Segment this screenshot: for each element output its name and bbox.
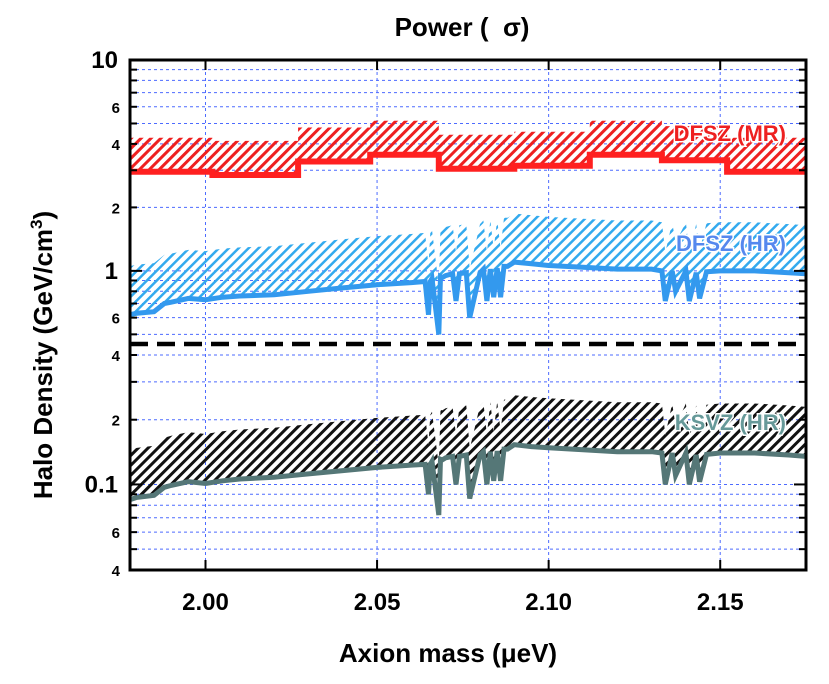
plot-area [128, 58, 808, 572]
y-axis-title-main: Halo Density (GeV/cm [28, 229, 58, 499]
y-tick-label: 2 [112, 200, 120, 217]
chart-title: Power ( σ) [395, 12, 530, 42]
y-axis-title-close: ) [28, 211, 58, 220]
series-label-dfsz-mr: DFSZ (MR) [674, 121, 786, 146]
axis-ticks [130, 59, 806, 571]
x-tick-label: 2.05 [354, 589, 401, 616]
y-tick-label: 4 [112, 348, 121, 365]
y-axis-title-superscript: 3 [27, 220, 46, 229]
x-tick-labels: 2.00 2.05 2.10 2.15 [182, 589, 743, 616]
y-axis-title: Halo Density (GeV/cm3) [27, 211, 58, 499]
x-tick-label: 2.15 [697, 589, 744, 616]
y-tick-label: 2 [112, 413, 120, 430]
plot-frame [128, 58, 808, 572]
series-label-ksvz-hr: KSVZ (HR) [675, 410, 786, 435]
series-labels: DFSZ (MR) DFSZ (HR) KSVZ (HR) [672, 120, 787, 437]
line-dfsz-mr [130, 151, 806, 178]
y-tick-label: 4 [112, 563, 121, 580]
y-tick-label: 4 [112, 137, 121, 154]
series-lines [130, 151, 806, 516]
y-tick-label: 0.1 [85, 471, 118, 498]
y-tick-label: 10 [91, 47, 118, 74]
y-tick-label: 6 [112, 100, 120, 117]
y-tick-label: 6 [112, 311, 120, 328]
series-label-dfsz-hr: DFSZ (HR) [676, 231, 786, 256]
y-tick-label: 6 [112, 525, 120, 542]
x-tick-label: 2.00 [182, 589, 229, 616]
y-tick-labels: 10 1 6 4 2 6 0.1 4 2 6 4 [85, 47, 121, 580]
line-dfsz-hr [130, 259, 806, 335]
x-axis-title: Axion mass (μeV) [339, 638, 557, 668]
y-tick-label: 1 [105, 258, 118, 285]
x-tick-label: 2.10 [525, 589, 572, 616]
line-ksvz-hr [130, 442, 806, 516]
